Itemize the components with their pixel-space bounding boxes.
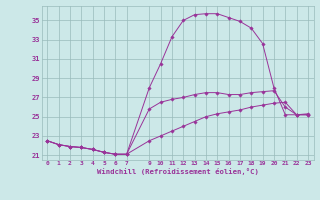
X-axis label: Windchill (Refroidissement éolien,°C): Windchill (Refroidissement éolien,°C) — [97, 168, 259, 175]
